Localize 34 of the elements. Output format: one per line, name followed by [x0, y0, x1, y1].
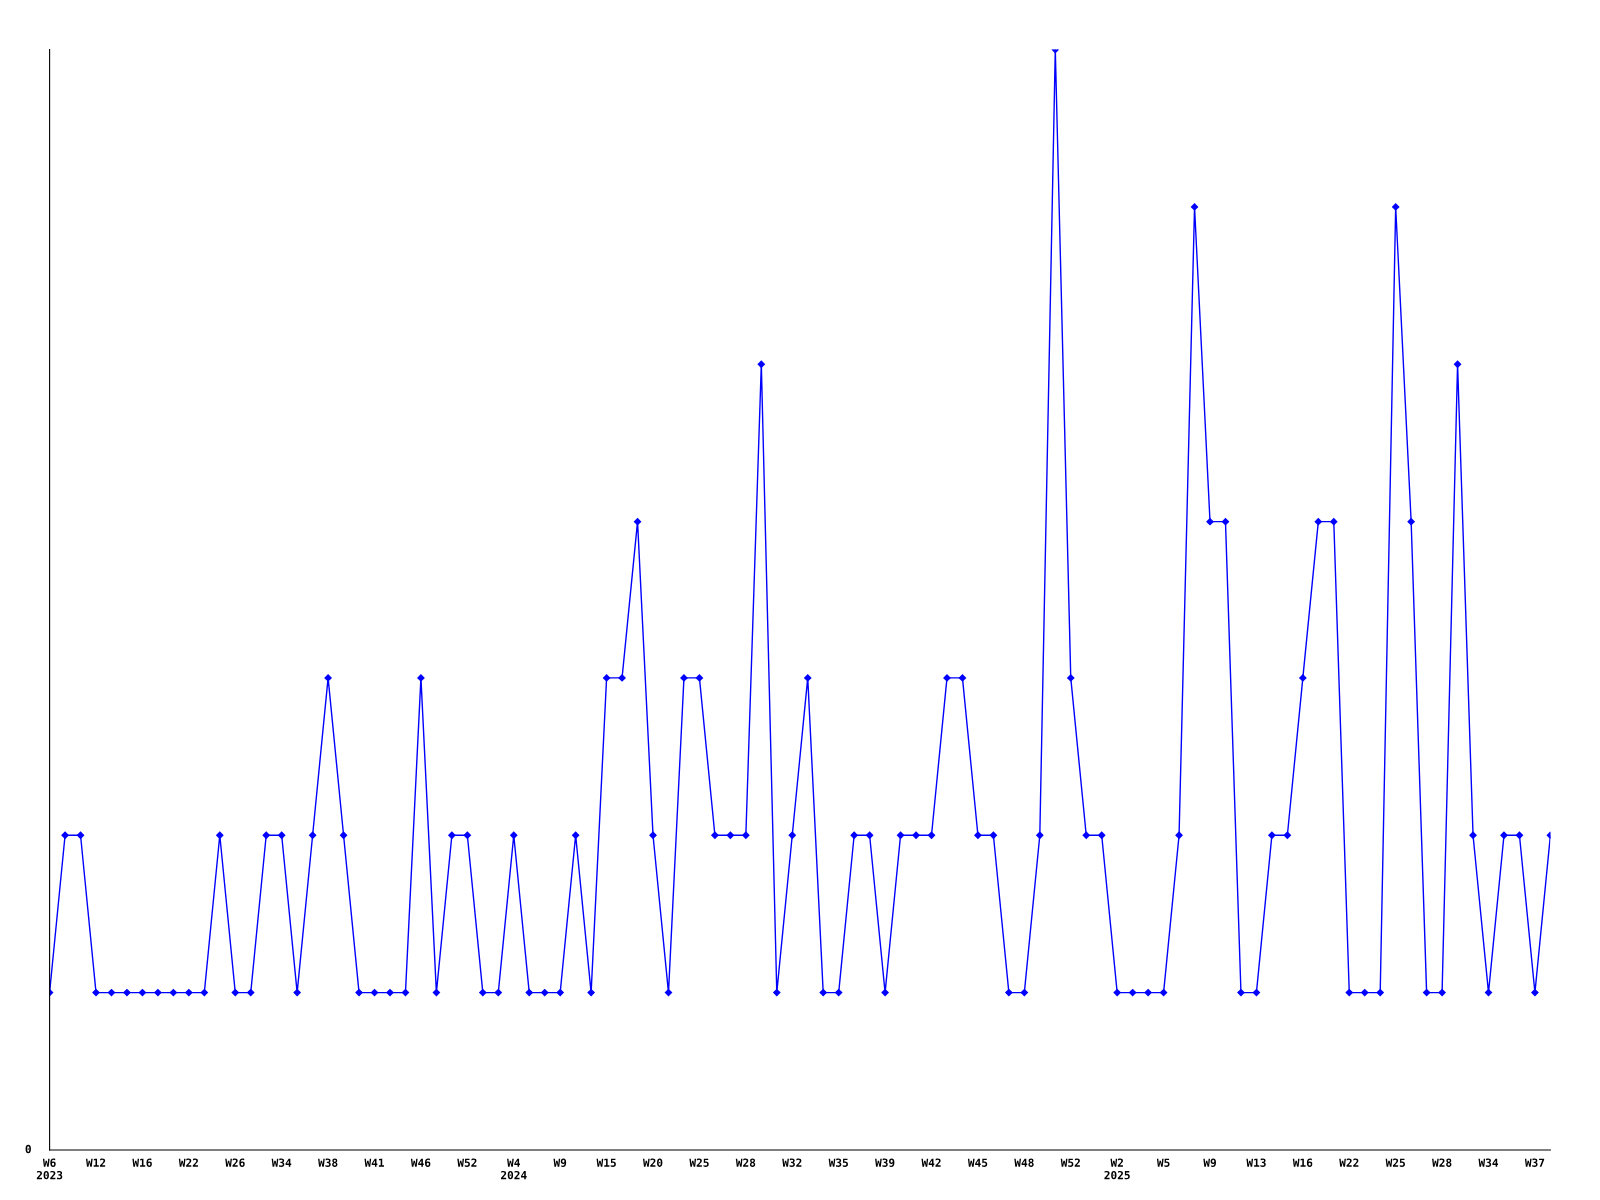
x-tick-label: W22 [1339, 1158, 1359, 1167]
x-tick-label: W20 [642, 1158, 663, 1167]
x-tick-label: W35 [828, 1158, 848, 1167]
x-tick-label: W46 [410, 1158, 431, 1167]
x-tick-label: W26 [225, 1158, 245, 1167]
x-tick-label: W5 [1156, 1158, 1170, 1167]
x-tick-label: W37 [1524, 1158, 1545, 1167]
x-tick-label: W25 [1385, 1158, 1405, 1167]
x-tick-label: W9 [1203, 1158, 1216, 1167]
x-tick-label: W16 [1292, 1158, 1313, 1167]
x-tick-label: W6 2023 [36, 1158, 63, 1180]
x-tick-label: W39 [875, 1158, 895, 1167]
x-tick-label: W2 2025 [1104, 1158, 1130, 1180]
x-tick-label: W28 [1432, 1158, 1452, 1167]
x-tick-label: W13 [1246, 1158, 1266, 1167]
x-tick-label: W45 [967, 1158, 988, 1167]
x-tick-label: W34 [1478, 1158, 1499, 1167]
text: 0 [25, 1144, 31, 1154]
x-tick-label: W25 [689, 1158, 709, 1167]
x-tick-label: W15 [596, 1158, 616, 1167]
x-tick-label: W16 [132, 1158, 152, 1167]
x-tick-label: W32 [782, 1158, 802, 1167]
x-tick-label: W38 [318, 1158, 338, 1167]
x-tick-label: W9 [553, 1158, 567, 1167]
x-tick-label: W41 [364, 1158, 385, 1167]
x-tick-label: W12 [85, 1158, 106, 1167]
x-tick-label: W52 [1060, 1158, 1080, 1167]
x-tick-label: W34 [271, 1158, 292, 1167]
x-tick-label: W28 [735, 1158, 756, 1167]
x-tick-label: W52 [457, 1158, 477, 1167]
x-tick-label: W48 [1014, 1158, 1034, 1167]
x-tick-label: W22 [178, 1158, 198, 1167]
x-tick-label: W42 [921, 1158, 941, 1167]
x-tick-label: W4 2024 [501, 1158, 527, 1180]
